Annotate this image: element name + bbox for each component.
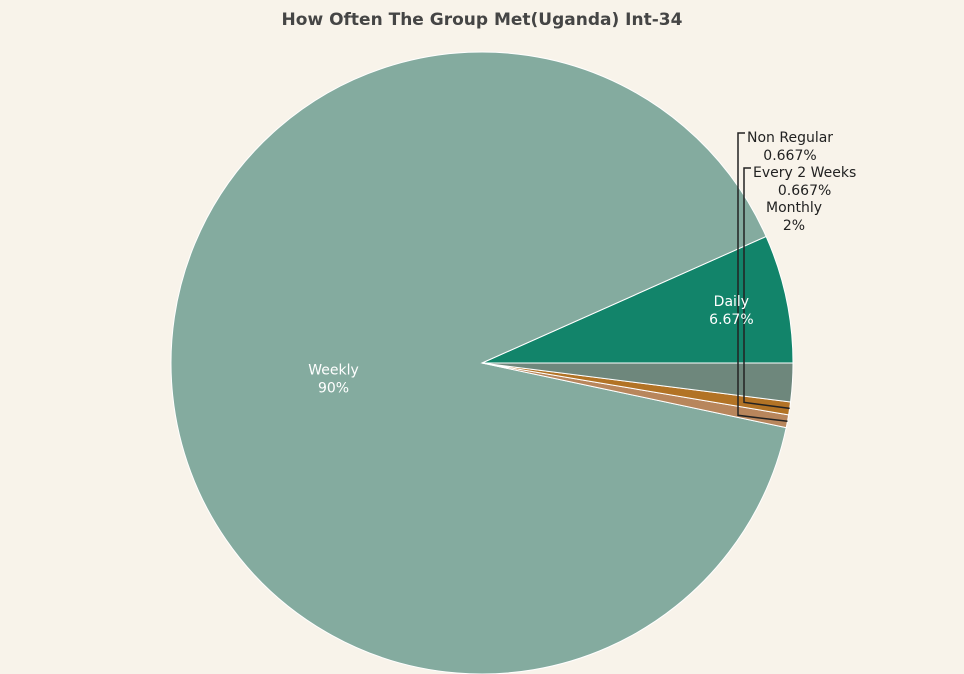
slice-label-non-regular: Non Regular 0.667% xyxy=(747,130,833,164)
slice-label-name: Weekly xyxy=(308,363,359,379)
slice-label-name: Every 2 Weeks xyxy=(753,165,856,181)
slice-label-percent: 6.67% xyxy=(709,312,753,328)
slice-label-every-2-weeks: Every 2 Weeks 0.667% xyxy=(753,165,856,199)
slice-label-name: Monthly xyxy=(766,200,822,216)
leader-line-every-2-weeks xyxy=(743,167,790,410)
slice-label-daily: Daily 6.67% xyxy=(709,294,753,328)
slice-label-name: Non Regular xyxy=(747,130,833,146)
pie-slice-monthly xyxy=(481,362,794,403)
slice-label-monthly: Monthly 2% xyxy=(766,200,822,234)
slice-label-percent: 0.667% xyxy=(778,183,831,199)
slice-label-percent: 0.667% xyxy=(763,148,816,164)
leader-line-non-regular xyxy=(737,132,788,423)
chart-title: How Often The Group Met(Uganda) Int-34 xyxy=(281,10,683,30)
pie-slice-daily xyxy=(481,235,794,364)
pie-slice-weekly xyxy=(170,51,787,674)
slice-label-name: Daily xyxy=(714,294,749,310)
slice-label-weekly: Weekly 90% xyxy=(308,363,359,397)
slice-label-percent: 2% xyxy=(783,218,805,234)
slice-label-percent: 90% xyxy=(318,381,349,397)
